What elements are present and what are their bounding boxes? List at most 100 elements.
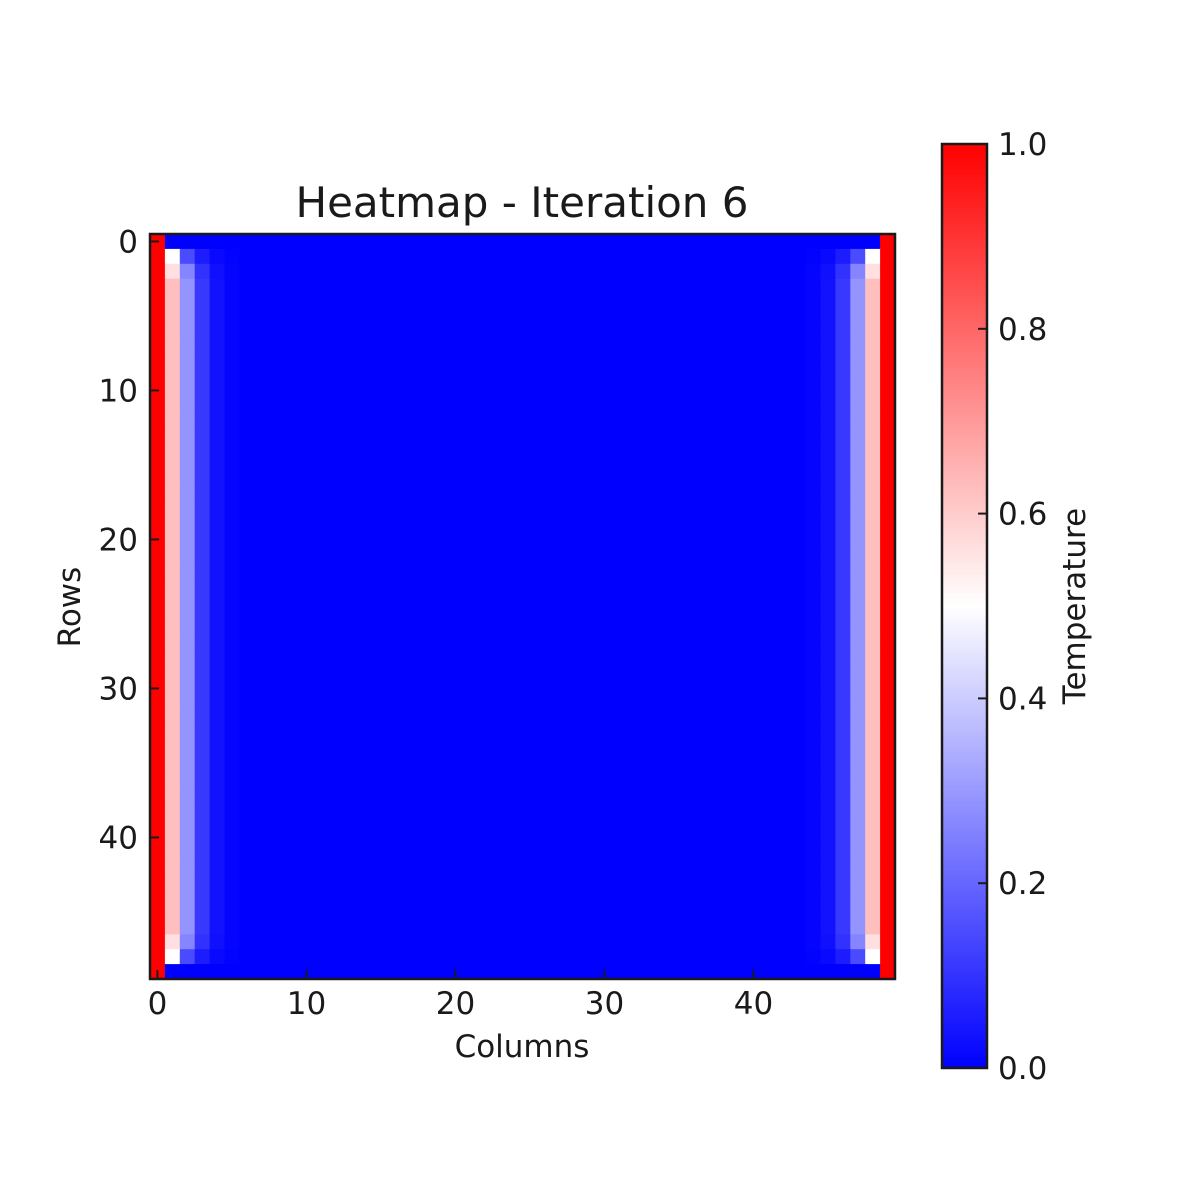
heatmap-cell: [179, 293, 196, 310]
heatmap-cell: [239, 546, 255, 563]
heatmap-cell: [537, 457, 553, 473]
heatmap-cell: [284, 472, 300, 488]
heatmap-cell: [150, 412, 166, 429]
heatmap-cell: [567, 651, 583, 667]
heatmap-cell: [790, 636, 807, 652]
heatmap-cell: [358, 383, 375, 399]
heatmap-cell: [477, 293, 494, 310]
heatmap-cell: [552, 740, 568, 757]
heatmap-cell: [507, 576, 524, 593]
heatmap-cell: [611, 755, 628, 771]
heatmap-cell: [671, 502, 687, 518]
heatmap-cell: [731, 606, 747, 622]
heatmap-cell: [865, 234, 881, 250]
heatmap-cell: [194, 934, 211, 950]
heatmap-cell: [388, 725, 404, 742]
heatmap-cell: [805, 323, 822, 339]
heatmap-cell: [269, 770, 285, 786]
heatmap-cell: [731, 383, 747, 399]
heatmap-cell: [388, 681, 404, 697]
heatmap-cell: [597, 368, 613, 384]
heatmap-cell: [284, 278, 300, 295]
heatmap-cell: [373, 710, 389, 727]
heatmap-cell: [239, 248, 255, 265]
heatmap-cell: [388, 442, 404, 459]
heatmap-cell: [343, 964, 360, 980]
heatmap-cell: [731, 636, 747, 652]
heatmap-cell: [179, 755, 196, 771]
heatmap-cell: [448, 725, 464, 742]
heatmap-cell: [164, 651, 181, 667]
heatmap-cell: [835, 517, 851, 533]
heatmap-cell: [865, 681, 881, 697]
heatmap-cell: [328, 874, 345, 891]
heatmap-cell: [731, 755, 747, 771]
heatmap-cell: [313, 427, 330, 444]
heatmap-cell: [701, 427, 717, 444]
heatmap-cell: [328, 725, 345, 742]
heatmap-cell: [760, 889, 777, 906]
heatmap-cell: [373, 889, 389, 906]
heatmap-cell: [224, 293, 240, 310]
heatmap-cell: [760, 278, 777, 295]
heatmap-cell: [850, 338, 866, 354]
heatmap-cell: [597, 278, 613, 295]
heatmap-cell: [313, 561, 330, 578]
heatmap-cell: [343, 785, 360, 801]
heatmap-cell: [731, 338, 747, 354]
heatmap-cell: [328, 353, 345, 369]
heatmap-cell: [626, 546, 643, 563]
heatmap-cell: [477, 472, 494, 488]
heatmap-cell: [254, 859, 270, 876]
heatmap-cell: [194, 919, 211, 935]
heatmap-cell: [343, 442, 360, 459]
heatmap-cell: [448, 234, 464, 250]
heatmap-cell: [880, 442, 896, 459]
heatmap-cell: [865, 785, 881, 801]
heatmap-cell: [671, 293, 687, 310]
heatmap-cell: [597, 725, 613, 742]
heatmap-cell: [716, 576, 732, 593]
heatmap-cell: [254, 666, 270, 682]
heatmap-cell: [716, 427, 732, 444]
heatmap-cell: [656, 308, 673, 324]
heatmap-cell: [269, 636, 285, 652]
heatmap-cell: [418, 636, 434, 652]
heatmap-cell: [507, 248, 524, 265]
heatmap-cell: [820, 710, 836, 727]
heatmap-cell: [373, 561, 389, 578]
heatmap-cell: [448, 576, 464, 593]
heatmap-cell: [403, 785, 419, 801]
heatmap-cell: [328, 740, 345, 757]
heatmap-cell: [805, 934, 822, 950]
heatmap-cell: [269, 472, 285, 488]
heatmap-cell: [760, 830, 777, 846]
heatmap-cell: [537, 651, 553, 667]
heatmap-cell: [865, 800, 881, 816]
heatmap-cell: [760, 621, 777, 637]
heatmap-cell: [343, 695, 360, 712]
heatmap-cell: [582, 323, 598, 339]
heatmap-cell: [254, 949, 270, 965]
heatmap-cell: [611, 338, 628, 354]
heatmap-cell: [194, 606, 211, 622]
heatmap-cell: [760, 815, 777, 831]
heatmap-cell: [641, 785, 658, 801]
heatmap-cell: [865, 338, 881, 354]
heatmap-cell: [373, 919, 389, 935]
heatmap-cell: [239, 919, 255, 935]
heatmap-cell: [418, 725, 434, 742]
heatmap-cell: [880, 457, 896, 473]
heatmap-cell: [611, 532, 628, 548]
heatmap-cell: [582, 874, 598, 891]
heatmap-cell: [462, 859, 479, 876]
heatmap-cell: [686, 651, 702, 667]
heatmap-cell: [358, 502, 375, 518]
heatmap-cell: [418, 591, 434, 608]
heatmap-cell: [626, 383, 643, 399]
heatmap-cell: [805, 472, 822, 488]
heatmap-cell: [865, 278, 881, 295]
heatmap-cell: [671, 248, 687, 265]
heatmap-cell: [492, 830, 509, 846]
heatmap-cell: [611, 353, 628, 369]
